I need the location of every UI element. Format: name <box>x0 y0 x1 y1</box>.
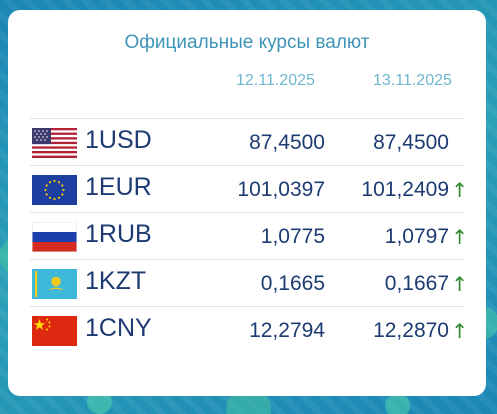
rate-prev: 1,0775 <box>260 225 325 248</box>
rate-row-cny: 1CNY 12,2794 12,2870 ↑ <box>30 306 468 353</box>
russia-flag-icon <box>32 222 77 252</box>
rate-prev: 87,4500 <box>249 131 325 154</box>
exchange-rates-card: Официальные курсы валют 12.11.2025 13.11… <box>8 10 486 396</box>
currency-code: 1EUR <box>85 173 152 201</box>
rate-row-rub: 1RUB 1,0775 1,0797 ↑ <box>30 212 468 259</box>
rate-curr: 0,1667 <box>384 272 449 295</box>
rate-curr: 101,2409 <box>361 178 449 201</box>
china-flag-icon <box>32 316 77 346</box>
usa-flag-icon <box>32 128 77 158</box>
widget-title: Официальные курсы валют <box>124 32 370 53</box>
rate-prev: 12,2794 <box>249 319 325 342</box>
trend-up-icon: ↑ <box>451 272 468 296</box>
currency-code: 1KZT <box>85 267 147 295</box>
rate-prev: 101,0397 <box>237 178 325 201</box>
trend-up-icon: ↑ <box>451 178 468 202</box>
currency-code: 1USD <box>85 126 152 154</box>
date-column-1: 12.11.2025 <box>236 72 315 89</box>
trend-up-icon: ↑ <box>451 225 468 249</box>
rate-row-kzt: 1KZT 0,1665 0,1667 ↑ <box>30 259 468 306</box>
trend-up-icon: ↑ <box>451 319 468 343</box>
currency-code: 1RUB <box>85 220 152 248</box>
rate-row-eur: 1EUR 101,0397 101,2409 ↑ <box>30 165 468 212</box>
rate-curr: 12,2870 <box>373 319 449 342</box>
kazakhstan-flag-icon <box>32 269 77 299</box>
rates-table: 1USD 87,4500 87,4500 <box>30 118 468 353</box>
rate-curr: 1,0797 <box>384 225 449 248</box>
rate-row-usd: 1USD 87,4500 87,4500 <box>30 118 464 165</box>
currency-code: 1CNY <box>85 314 152 342</box>
date-column-2: 13.11.2025 <box>373 72 452 89</box>
eu-flag-icon <box>32 175 77 205</box>
rate-curr: 87,4500 <box>373 131 449 154</box>
rate-prev: 0,1665 <box>260 272 325 295</box>
